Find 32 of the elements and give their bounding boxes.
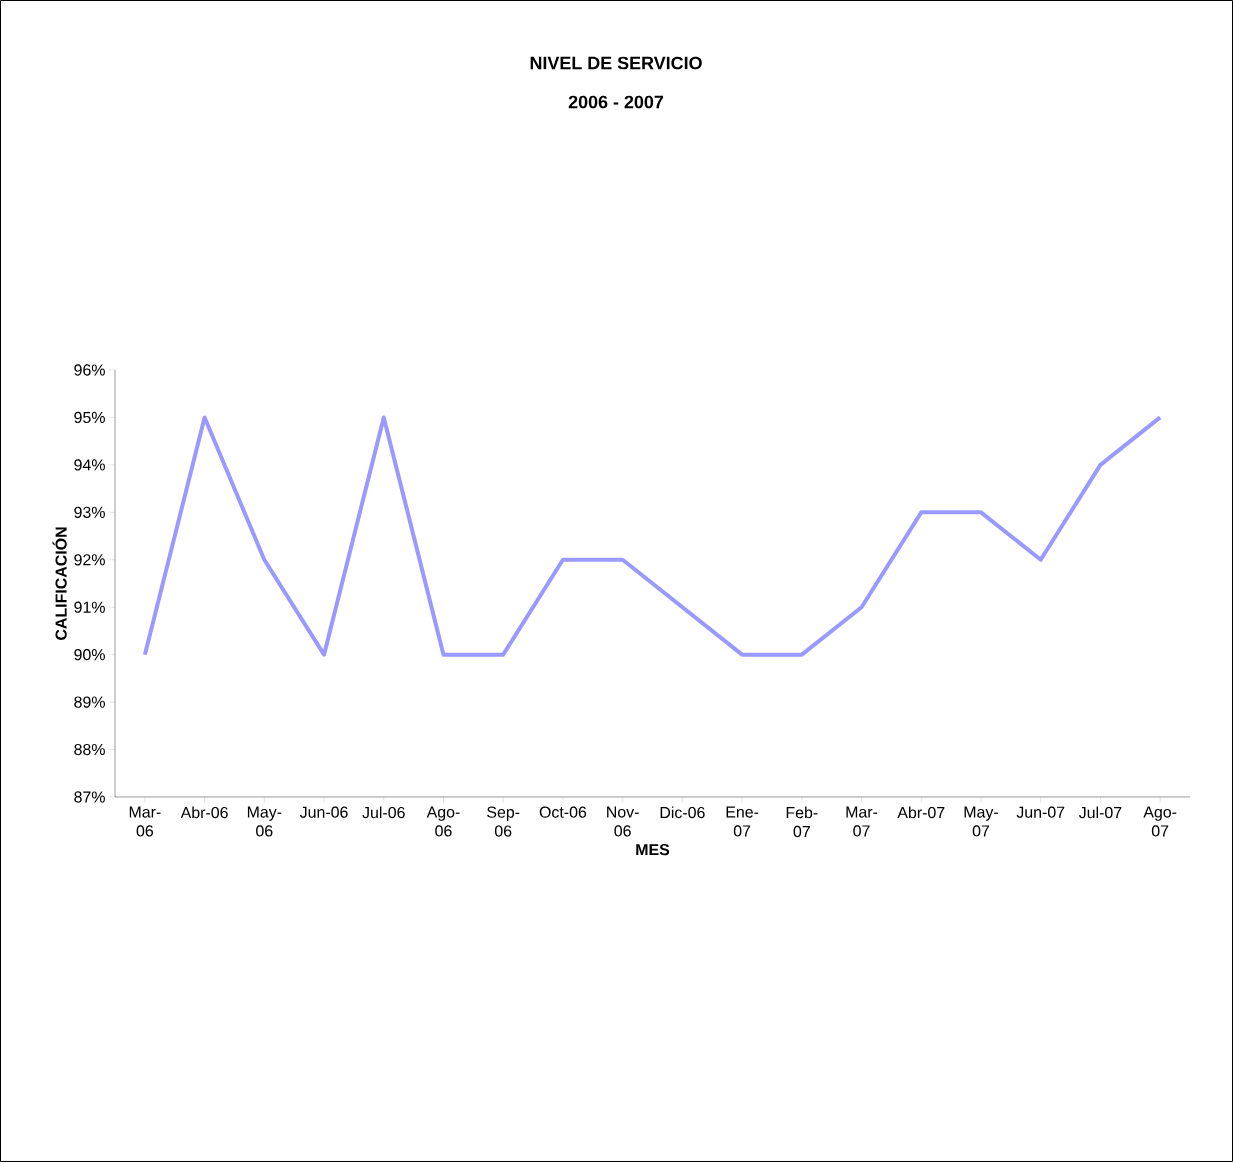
x-tick-label: Oct-06 (539, 806, 587, 818)
x-tick-label: Abr-07 (897, 806, 945, 819)
x-tick-label: Dic-06 (660, 806, 705, 819)
x-tick-label: Jun-06 (299, 806, 348, 818)
chart-subtitle: 2006 - 2007 (568, 95, 664, 109)
x-axis-title: MES (636, 843, 670, 856)
y-axis-title: CALIFICACIÓN (52, 527, 67, 640)
x-tick-label: May-07 (964, 806, 998, 837)
y-tick-label: 93% (74, 506, 105, 518)
x-tick-label: Nov-06 (607, 806, 639, 837)
y-tick-label: 94% (74, 459, 105, 471)
y-tick-label: 87% (74, 791, 105, 803)
x-tick-label: Ago-06 (426, 806, 460, 837)
chart-title: NIVEL DE SERVICIO (530, 56, 702, 70)
y-tick-label: 88% (74, 743, 105, 756)
y-tick-label: 91% (74, 601, 105, 613)
y-tick-label: 96% (74, 364, 105, 376)
x-tick-label: May-06 (247, 806, 282, 837)
x-tick-label: Mar-07 (846, 806, 878, 837)
x-tick-label: Jul-06 (362, 806, 405, 819)
x-tick-label: Feb-07 (786, 806, 818, 838)
x-tick-label: Ago-07 (1143, 806, 1177, 837)
y-tick-label: 92% (74, 554, 105, 566)
x-tick-label: Ene-07 (726, 806, 759, 837)
x-tick-label: Jun-07 (1016, 806, 1065, 818)
x-tick-label: Mar-06 (129, 806, 161, 837)
x-tick-label: Sep-06 (487, 806, 520, 837)
x-tick-label: Abr-06 (180, 806, 228, 819)
y-tick-label: 95% (74, 411, 105, 424)
y-tick-label: 90% (74, 649, 105, 661)
y-tick-label: 89% (74, 696, 105, 708)
x-tick-label: Jul-07 (1078, 806, 1122, 819)
